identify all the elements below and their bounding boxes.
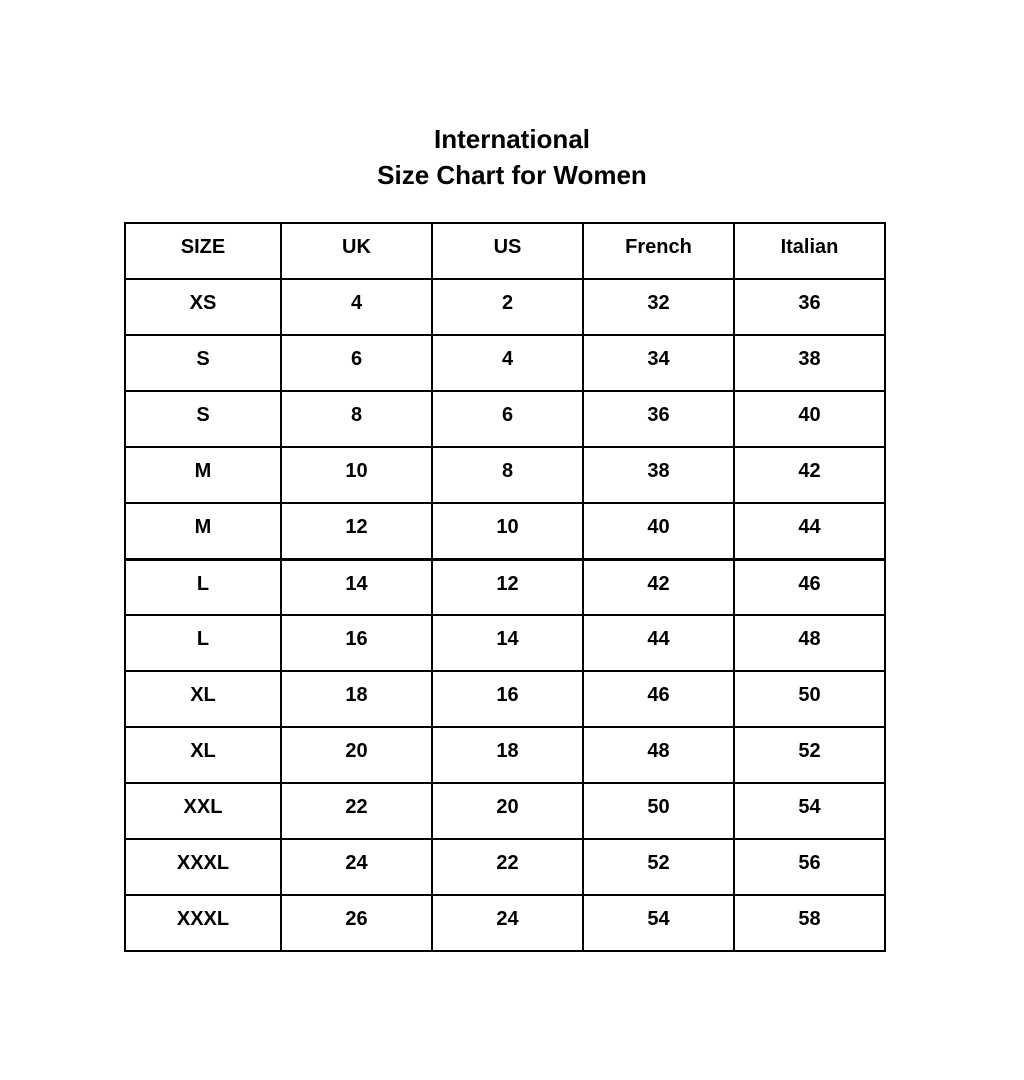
table-cell: 4 bbox=[431, 334, 584, 392]
table-cell: M bbox=[124, 446, 282, 504]
table-cell: 34 bbox=[582, 334, 735, 392]
table-cell: 46 bbox=[582, 670, 735, 728]
table-cell: 14 bbox=[431, 614, 584, 672]
table-cell: XL bbox=[124, 726, 282, 784]
table-cell: 10 bbox=[280, 446, 433, 504]
table-cell: 36 bbox=[582, 390, 735, 448]
table-cell: XXXL bbox=[124, 894, 282, 952]
table-cell: 4 bbox=[280, 278, 433, 336]
table-cell: 42 bbox=[582, 558, 735, 616]
table-cell: 46 bbox=[733, 558, 886, 616]
table-row: M 12 10 40 44 bbox=[124, 502, 886, 561]
size-chart-table: SIZE UK US French Italian XS 4 2 32 36 S 6 4 34 38 S 8 6 3… bbox=[124, 222, 886, 952]
table-cell: 50 bbox=[733, 670, 886, 728]
table-cell: L bbox=[124, 614, 282, 672]
table-row: XL 18 16 46 50 bbox=[124, 670, 886, 728]
table-cell: 56 bbox=[733, 838, 886, 896]
header-cell: UK bbox=[280, 222, 433, 280]
table-cell: XL bbox=[124, 670, 282, 728]
table-cell: XS bbox=[124, 278, 282, 336]
table-cell: 42 bbox=[733, 446, 886, 504]
table-cell: 8 bbox=[431, 446, 584, 504]
table-cell: 52 bbox=[582, 838, 735, 896]
table-cell: 32 bbox=[582, 278, 735, 336]
table-row: S 8 6 36 40 bbox=[124, 390, 886, 448]
table-row: M 10 8 38 42 bbox=[124, 446, 886, 504]
table-cell: 16 bbox=[431, 670, 584, 728]
table-cell: 54 bbox=[733, 782, 886, 840]
header-row: SIZE UK US French Italian bbox=[124, 222, 886, 280]
table-cell: 2 bbox=[431, 278, 584, 336]
table-cell: 12 bbox=[280, 502, 433, 561]
table-cell: 12 bbox=[431, 558, 584, 616]
table-cell: 6 bbox=[431, 390, 584, 448]
table-cell: 6 bbox=[280, 334, 433, 392]
table-cell: 40 bbox=[582, 502, 735, 561]
table-cell: L bbox=[124, 558, 282, 616]
table-cell: S bbox=[124, 390, 282, 448]
table-cell: XXXL bbox=[124, 838, 282, 896]
title-line-2: Size Chart for Women bbox=[377, 160, 647, 190]
table-row: XXXL 26 24 54 58 bbox=[124, 894, 886, 952]
table-cell: 40 bbox=[733, 390, 886, 448]
table-cell: 14 bbox=[280, 558, 433, 616]
table-cell: 50 bbox=[582, 782, 735, 840]
table-row: XXXL 24 22 52 56 bbox=[124, 838, 886, 896]
table-cell: 44 bbox=[582, 614, 735, 672]
table-cell: 22 bbox=[280, 782, 433, 840]
header-cell: SIZE bbox=[124, 222, 282, 280]
table-cell: M bbox=[124, 502, 282, 561]
header-cell: French bbox=[582, 222, 735, 280]
table-cell: 16 bbox=[280, 614, 433, 672]
table-row: L 14 12 42 46 bbox=[124, 558, 886, 616]
table-cell: 18 bbox=[431, 726, 584, 784]
table-cell: 48 bbox=[582, 726, 735, 784]
table-cell: 38 bbox=[582, 446, 735, 504]
table-cell: 58 bbox=[733, 894, 886, 952]
table-cell: 20 bbox=[431, 782, 584, 840]
table-cell: 22 bbox=[431, 838, 584, 896]
table-row: S 6 4 34 38 bbox=[124, 334, 886, 392]
table-cell: 18 bbox=[280, 670, 433, 728]
table-cell: S bbox=[124, 334, 282, 392]
title-line-1: International bbox=[433, 124, 590, 154]
table-cell: 38 bbox=[733, 334, 886, 392]
table-cell: 24 bbox=[280, 838, 433, 896]
table-row: L 16 14 44 48 bbox=[124, 614, 886, 672]
table-cell: 52 bbox=[733, 726, 886, 784]
table-cell: 8 bbox=[280, 390, 433, 448]
table-cell: 48 bbox=[733, 614, 886, 672]
header-cell: US bbox=[431, 222, 584, 280]
table-cell: 20 bbox=[280, 726, 433, 784]
table-cell: 44 bbox=[733, 502, 886, 561]
table-cell: 54 bbox=[582, 894, 735, 952]
table-cell: 36 bbox=[733, 278, 886, 336]
table-cell: XXL bbox=[124, 782, 282, 840]
table-row: XS 4 2 32 36 bbox=[124, 278, 886, 336]
table-cell: 10 bbox=[431, 502, 584, 561]
table-cell: 24 bbox=[431, 894, 584, 952]
header-cell: Italian bbox=[733, 222, 886, 280]
table-cell: 26 bbox=[280, 894, 433, 952]
table-row: XXL 22 20 50 54 bbox=[124, 782, 886, 840]
table-row: XL 20 18 48 52 bbox=[124, 726, 886, 784]
